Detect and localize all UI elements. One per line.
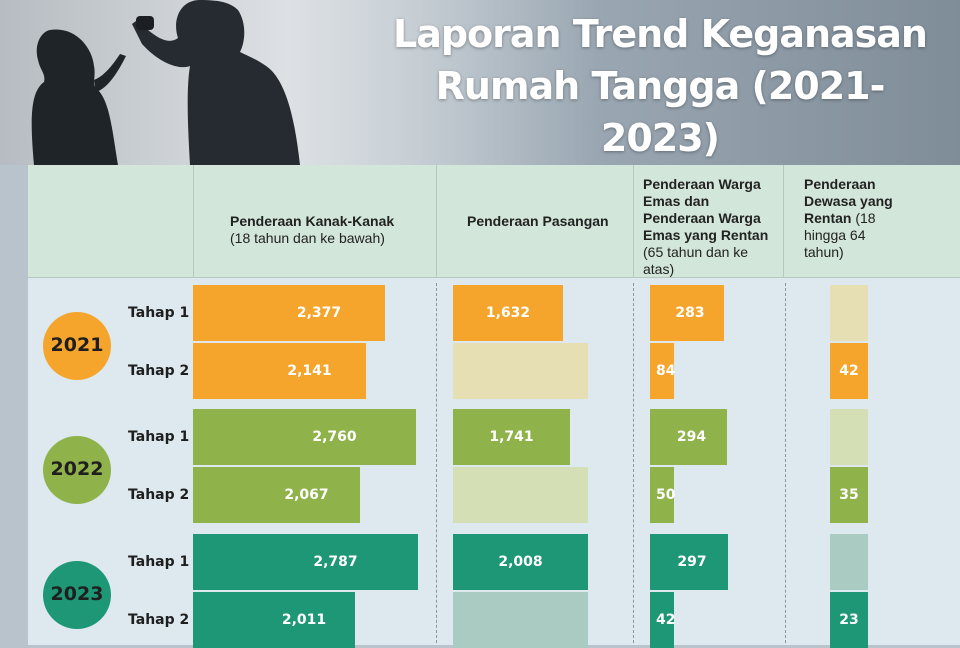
bar-empty — [830, 409, 868, 465]
bar-value-label: 50 — [656, 487, 676, 503]
bar-value-label: 2,787 — [313, 554, 358, 570]
bar — [830, 467, 868, 523]
stage-label: Tahap 2 — [128, 612, 190, 628]
stage-label: Tahap 1 — [128, 554, 190, 570]
bar-empty — [453, 343, 588, 399]
stage-label: Tahap 1 — [128, 305, 190, 321]
bar-value-label: 294 — [676, 429, 707, 445]
bar-value-label: 297 — [677, 554, 707, 570]
bar — [193, 467, 360, 523]
bar-value-label: 2,377 — [296, 305, 342, 321]
silhouette-photo — [0, 0, 420, 165]
year-badge-2022 — [43, 436, 111, 504]
column-divider — [436, 283, 437, 643]
year-badge-2023 — [43, 561, 111, 629]
header-spouse-abuse: Penderaan Pasangan — [436, 165, 633, 277]
table-header: Penderaan Kanak-Kanak (18 tahun dan ke b… — [28, 165, 960, 278]
bar — [650, 534, 728, 590]
title-line-1: Laporan Trend Keganasan — [393, 12, 928, 56]
bar — [193, 534, 418, 590]
bar — [830, 343, 868, 399]
title-line-2: Rumah Tangga (2021-2023) — [435, 64, 886, 160]
header-title: Penderaan Pasangan — [467, 213, 609, 229]
bar-value-label: 2,008 — [498, 554, 543, 570]
year-label: 2023 — [50, 583, 104, 605]
column-divider — [633, 283, 634, 643]
data-table: Penderaan Kanak-Kanak (18 tahun dan ke b… — [28, 165, 960, 648]
bar-value-label: 2,141 — [287, 363, 332, 379]
bar — [650, 409, 727, 465]
bar-value-label: 2,011 — [281, 612, 327, 628]
bar-empty — [830, 534, 868, 590]
header-vulnerable-adult-abuse: Penderaan Dewasa yang Rentan (18 hingga … — [783, 165, 960, 277]
stage-label: Tahap 1 — [128, 429, 190, 445]
bar-value-label: 1,741 — [489, 429, 534, 445]
page-title: Laporan Trend Keganasan Rumah Tangga (20… — [380, 8, 940, 164]
bar — [650, 285, 724, 341]
year-label: 2021 — [50, 334, 104, 356]
bar-value-label: 42 — [656, 612, 676, 628]
bar — [650, 343, 674, 399]
bar-empty — [830, 285, 868, 341]
bar-value-label: 2,067 — [284, 487, 329, 503]
bar-value-label: 84 — [656, 363, 676, 379]
column-divider — [785, 283, 786, 643]
bar — [830, 592, 868, 648]
header-elderly-abuse: Penderaan Warga Emas dan Penderaan Warga… — [633, 165, 783, 277]
bar-empty — [453, 467, 588, 523]
header-title: Penderaan Warga Emas dan Penderaan Warga… — [643, 176, 769, 243]
bar — [650, 592, 674, 648]
bar — [193, 592, 355, 648]
header-banner: Laporan Trend Keganasan Rumah Tangga (20… — [0, 0, 960, 165]
bar-empty — [453, 592, 588, 648]
bar — [193, 409, 416, 465]
bar-value-label: 23 — [839, 612, 859, 628]
header-subtitle: (18 tahun dan ke bawah) — [230, 230, 385, 246]
bar-value-label: 283 — [675, 305, 705, 321]
bar — [453, 409, 570, 465]
bar-value-label: 35 — [839, 487, 859, 503]
stage-label: Tahap 2 — [128, 363, 190, 379]
header-subtitle: (65 tahun dan ke atas) — [643, 244, 749, 277]
header-title: Penderaan Kanak-Kanak — [230, 213, 395, 229]
stage-label: Tahap 2 — [128, 487, 190, 503]
year-label: 2022 — [50, 458, 104, 480]
bar-value-label: 42 — [839, 363, 859, 379]
bar-value-label: 2,760 — [312, 429, 357, 445]
bar-value-label: 1,632 — [485, 305, 531, 321]
header-title: Penderaan Dewasa yang Rentan — [804, 176, 893, 226]
bar — [650, 467, 674, 523]
header-subtitle: (18 hingga 64 tahun) — [804, 210, 876, 260]
header-child-abuse: Penderaan Kanak-Kanak (18 tahun dan ke b… — [193, 165, 436, 277]
bar — [453, 534, 588, 590]
bar — [193, 285, 385, 341]
year-badge-2021 — [43, 312, 111, 380]
bar — [453, 285, 563, 341]
bar — [193, 343, 366, 399]
